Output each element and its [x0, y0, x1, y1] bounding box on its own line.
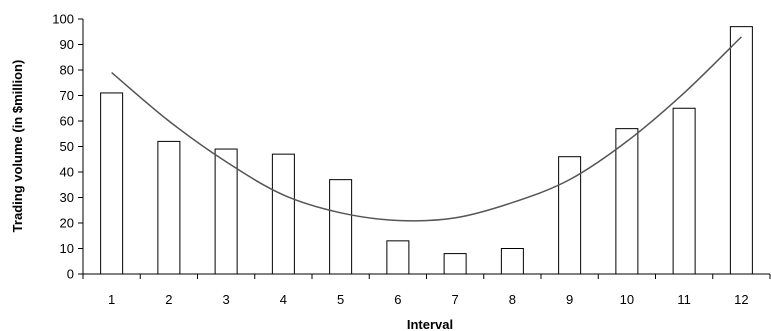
- y-tick-label: 50: [60, 139, 74, 154]
- bar-1: [100, 92, 124, 275]
- bar-9: [558, 156, 582, 275]
- x-tick-label: 10: [620, 292, 634, 307]
- bar-2: [157, 140, 181, 275]
- y-axis-title: Trading volume (in $million): [10, 60, 25, 233]
- bar-10: [615, 128, 639, 275]
- x-tick-label: 2: [165, 292, 172, 307]
- bars: [100, 26, 753, 275]
- y-tick-label: 90: [60, 37, 74, 52]
- y-tick-label: 70: [60, 88, 74, 103]
- y-tick-label: 30: [60, 190, 74, 205]
- x-tick-label: 7: [452, 292, 459, 307]
- y-tick-label: 20: [60, 216, 74, 231]
- bar-5: [329, 179, 353, 275]
- x-tick-label: 1: [108, 292, 115, 307]
- y-tick-label: 10: [60, 241, 74, 256]
- x-tick-label: 6: [394, 292, 401, 307]
- x-tick-label: 3: [223, 292, 230, 307]
- y-tick-label: 100: [52, 12, 74, 27]
- x-tick-label: 9: [566, 292, 573, 307]
- x-tick-label: 11: [677, 292, 691, 307]
- bar-12: [729, 26, 753, 275]
- y-tick-label: 0: [67, 267, 74, 282]
- bar-8: [500, 248, 524, 275]
- y-tick-label: 80: [60, 63, 74, 78]
- x-axis-title: Interval: [407, 317, 453, 331]
- x-tick-label: 8: [509, 292, 516, 307]
- x-axis: 1 2 3 4 5 6 7 8 9 10 11 12: [82, 273, 771, 307]
- bar-4: [271, 153, 295, 275]
- trend-line: [111, 36, 742, 222]
- trend-line-group: [111, 36, 742, 222]
- y-axis: 0 10 20 30 40 50 60 70 80 90 100: [52, 12, 84, 282]
- x-tick-label: 12: [734, 292, 748, 307]
- y-tick-label: 40: [60, 165, 74, 180]
- x-tick-label: 4: [280, 292, 287, 307]
- bar-3: [214, 148, 238, 275]
- x-tick-label: 5: [337, 292, 344, 307]
- bar-11: [672, 107, 696, 275]
- bar-7: [443, 253, 467, 275]
- y-tick-label: 60: [60, 114, 74, 129]
- bar-6: [386, 240, 410, 275]
